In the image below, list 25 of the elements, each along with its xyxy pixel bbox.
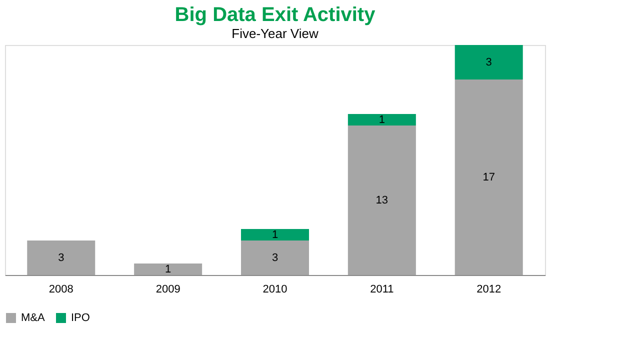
data-label: 3: [58, 252, 64, 264]
data-label: 13: [376, 194, 388, 206]
chart-subtitle: Five-Year View: [232, 26, 319, 41]
x-tick-label: 2012: [476, 284, 502, 296]
bar: [348, 114, 416, 126]
legend-label: IPO: [71, 312, 90, 324]
x-tick-label: 2011: [370, 284, 394, 296]
data-label: 17: [482, 171, 495, 184]
legend-label: M&A: [21, 312, 46, 324]
bar: [454, 45, 523, 80]
chart-title: Big Data Exit Activity: [174, 4, 376, 26]
x-tick-label: 2010: [262, 284, 288, 296]
x-tick-label: 2008: [48, 284, 74, 296]
bar: [241, 229, 309, 240]
bar: [241, 240, 309, 275]
bar: [134, 264, 202, 275]
x-tick-label: 2009: [156, 284, 180, 296]
data-label: 3: [486, 56, 492, 68]
bar: [454, 80, 523, 275]
data-label: 1: [378, 114, 385, 126]
data-label: 1: [272, 228, 278, 241]
data-label: 3: [272, 252, 278, 264]
data-label: 1: [165, 263, 172, 276]
bar: [348, 126, 416, 275]
bar: [27, 240, 96, 275]
